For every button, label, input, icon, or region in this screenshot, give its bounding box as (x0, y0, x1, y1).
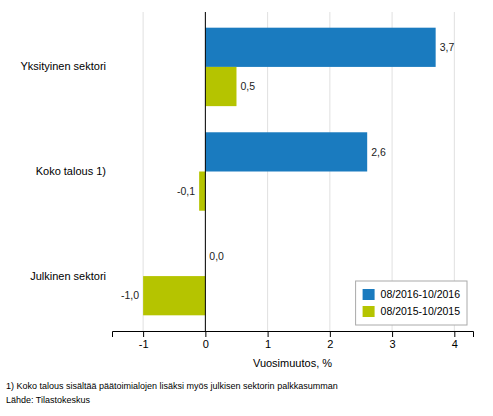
tick-label: 2 (327, 338, 333, 350)
x-tick: 1 (265, 331, 271, 350)
legend-item: 08/2015-10/2015 (363, 305, 461, 317)
data-label: -0,1 (177, 185, 195, 197)
bar (143, 276, 205, 315)
tick-label: Julkinen sektori (30, 270, 106, 282)
axis-domain (113, 332, 474, 338)
x-label: Vuosimuutos, % (253, 357, 332, 369)
tick-label: Yksityinen sektori (20, 60, 106, 72)
tick-mark (392, 331, 393, 337)
tick-label: 4 (452, 338, 458, 350)
x-tick: -1 (139, 331, 149, 350)
legend-item: 08/2016-10/2016 (363, 288, 461, 300)
y-tick: Yksityinen sektori (20, 60, 106, 72)
tick-mark (268, 331, 269, 337)
x-tick: 0 (203, 331, 209, 350)
x-tick: 3 (390, 331, 396, 350)
x-tick: 2 (327, 331, 333, 350)
data-label: 0,0 (209, 250, 224, 262)
footnote: Lähde: Tilastokeskus (6, 395, 91, 405)
tick-label: 1 (265, 338, 271, 350)
legend-frame (356, 281, 467, 325)
tick-mark (143, 331, 144, 337)
tick-label: 3 (390, 338, 396, 350)
tick-mark (205, 331, 206, 337)
grid-line (205, 12, 206, 331)
y-tick: Koko talous 1) (36, 165, 106, 177)
tick-mark (454, 331, 455, 337)
bar (205, 28, 435, 67)
legend-swatch (363, 289, 375, 300)
chart: 0,0 2,6 3,7 -1,0 -0,1 0,5 -1 0 1 2 3 4 Julkinen sekt… (0, 0, 493, 416)
y-tick: Julkinen sektori (30, 270, 106, 282)
legend-label: 08/2015-10/2015 (381, 305, 461, 317)
data-labels: 0,0 2,6 3,7 -1,0 -0,1 0,5 (121, 41, 454, 301)
tick-mark (330, 331, 331, 337)
y-axis: Julkinen sektori Koko talous 1) Yksityinen… (20, 60, 106, 281)
tick-label: Koko talous 1) (36, 165, 106, 177)
data-label: 0,5 (240, 80, 255, 92)
tick-label: 0 (203, 338, 209, 350)
bar (199, 172, 205, 211)
data-label: 2,6 (371, 146, 386, 158)
bar (205, 132, 367, 171)
plot: 0,0 2,6 3,7 -1,0 -0,1 0,5 -1 0 1 2 3 4 Julkinen sekt… (20, 12, 473, 369)
zero-line (205, 12, 206, 331)
data-label: 3,7 (440, 41, 455, 53)
x-axis: -1 0 1 2 3 4 (113, 331, 474, 350)
footnote: 1) Koko talous sisältää päätoimialojen l… (6, 381, 338, 391)
bar (205, 67, 236, 106)
x-tick: 4 (452, 331, 458, 350)
tick-label: -1 (139, 338, 149, 350)
bars (143, 28, 436, 316)
legend-swatch (363, 306, 375, 317)
legend: 08/2016-10/2016 08/2015-10/2015 (356, 281, 467, 325)
legend-label: 08/2016-10/2016 (381, 288, 461, 300)
data-label: -1,0 (121, 289, 139, 301)
